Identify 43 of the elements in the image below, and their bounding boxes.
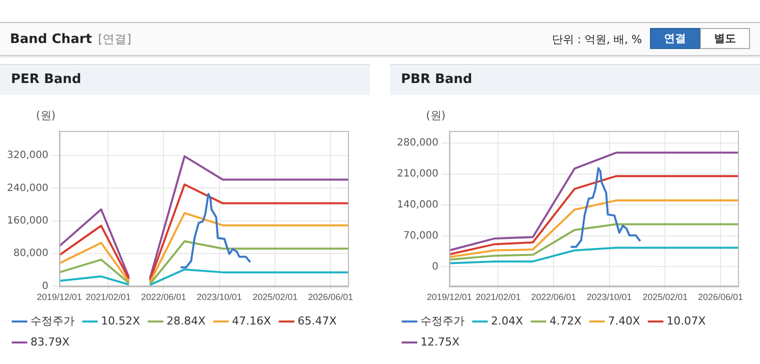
text: [연결] <box>98 32 132 46</box>
legend-label: 7.40X <box>608 314 641 328</box>
y-tick-label: 160,000 <box>6 215 48 226</box>
y-tick-label: 210,000 <box>396 168 438 180</box>
x-tick-label: 2026/06/01 <box>698 292 744 302</box>
x-tick-label: 2021/02/01 <box>476 292 521 302</box>
legend-label: 65.47X <box>298 314 338 328</box>
text: 단위 : 억원, 배, % <box>552 32 642 47</box>
text: 연결 <box>650 28 700 49</box>
y-tick-label: 280,000 <box>396 138 438 149</box>
legend-label: 2.04X <box>491 314 524 328</box>
legend-label: 12.75X <box>420 335 460 348</box>
y-tick-label: 240,000 <box>6 182 48 194</box>
chart-title: PER Band <box>0 64 370 95</box>
y-tick-label: 70,000 <box>403 230 438 242</box>
y-tick-label: 0 <box>42 280 48 292</box>
legend-label: 83.79X <box>30 335 70 348</box>
y-axis-title: (원) <box>426 108 446 123</box>
legend-label: 10.07X <box>666 314 706 328</box>
x-tick-label: 2021/02/01 <box>86 292 131 302</box>
legend-label: 4.72X <box>550 314 582 328</box>
x-tick-label: 2023/10/01 <box>196 292 242 302</box>
y-axis-title: (원) <box>36 108 56 123</box>
chart-title: PBR Band <box>390 64 760 95</box>
x-tick-label: 2022/06/01 <box>531 292 576 302</box>
y-tick-label: 140,000 <box>396 199 438 210</box>
x-tick-label: 2022/06/01 <box>141 292 186 302</box>
text: 별도 <box>700 28 750 49</box>
y-tick-label: 0 <box>432 261 438 272</box>
legend-label: 수정주가 <box>30 314 74 328</box>
x-tick-label: 2025/02/01 <box>642 292 688 302</box>
text: Band Chart <box>10 32 92 47</box>
x-tick-label: 2026/06/01 <box>308 292 354 302</box>
legend-label: 47.16X <box>232 314 272 328</box>
y-tick-label: 80,000 <box>13 248 48 260</box>
x-tick-label: 2019/12/01 <box>426 292 472 302</box>
y-tick-label: 320,000 <box>6 150 48 162</box>
x-tick-label: 2025/02/01 <box>252 292 298 302</box>
legend-label: 28.84X <box>166 314 206 328</box>
legend-label: 10.52X <box>101 314 140 328</box>
x-tick-label: 2019/12/01 <box>36 292 82 302</box>
x-tick-label: 2023/10/01 <box>586 292 632 302</box>
legend-label: 수정주가 <box>420 314 464 328</box>
